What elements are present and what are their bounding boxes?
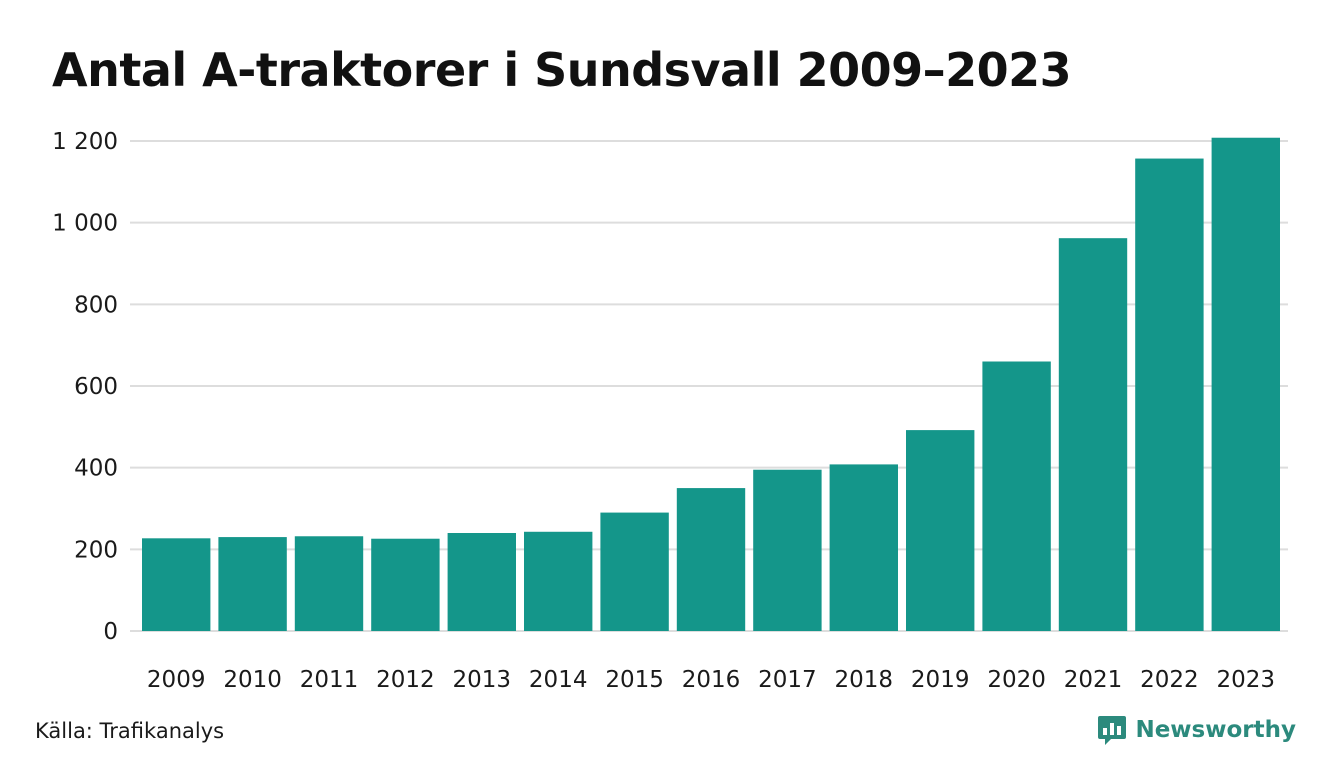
y-tick-label: 0 [103, 619, 118, 645]
x-tick-label: 2011 [300, 667, 359, 693]
x-tick-label: 2012 [376, 667, 435, 693]
bar-2020 [982, 361, 1051, 631]
y-tick-label: 600 [74, 374, 118, 400]
bar-2018 [829, 464, 898, 631]
x-tick-label: 2018 [835, 667, 894, 693]
x-tick-label: 2009 [147, 667, 206, 693]
x-tick-label: 2017 [758, 667, 817, 693]
x-axis-ticks: 2009 2010 2011 2012 2013 2014 2015 2016 2017 2018… [147, 667, 1275, 693]
x-tick-label: 2010 [223, 667, 282, 693]
y-tick-label: 1 200 [52, 129, 118, 155]
x-tick-label: 2022 [1140, 667, 1199, 693]
x-tick-label: 2023 [1217, 667, 1276, 693]
x-tick-label: 2013 [453, 667, 512, 693]
x-tick-label: 2021 [1064, 667, 1123, 693]
x-tick-label: 2014 [529, 667, 588, 693]
y-tick-label: 400 [74, 456, 118, 482]
bar-2019 [906, 430, 975, 631]
source-note: Källa: Trafikanalys [35, 719, 225, 743]
x-tick-label: 2015 [605, 667, 664, 693]
newsworthy-logo-icon [1098, 716, 1127, 745]
bar-2009 [142, 538, 211, 631]
bar-2011 [294, 536, 364, 631]
bar-2015 [600, 512, 669, 631]
brand-name: Newsworthy [1135, 717, 1296, 743]
chart-title: Antal A-traktorer i Sundsvall 2009–2023 [52, 43, 1072, 97]
y-tick-label: 800 [74, 292, 118, 318]
bar-2013 [447, 533, 516, 631]
bar-2010 [218, 537, 287, 631]
bar-2022 [1135, 158, 1204, 631]
bar-2017 [753, 469, 822, 631]
x-tick-label: 2019 [911, 667, 970, 693]
y-tick-label: 200 [74, 537, 118, 563]
bar-2023 [1211, 137, 1280, 631]
x-tick-label: 2016 [682, 667, 741, 693]
bar-2016 [676, 488, 746, 631]
y-tick-label: 1 000 [52, 211, 118, 237]
y-axis-ticks: 0 200 400 600 800 1 000 1 200 [52, 129, 118, 645]
brand-logo: Newsworthy [1097, 714, 1296, 746]
x-tick-label: 2020 [987, 667, 1046, 693]
bar-2014 [524, 531, 593, 631]
bar-2012 [371, 538, 440, 631]
bars [142, 137, 1280, 631]
bar-2021 [1058, 238, 1128, 631]
